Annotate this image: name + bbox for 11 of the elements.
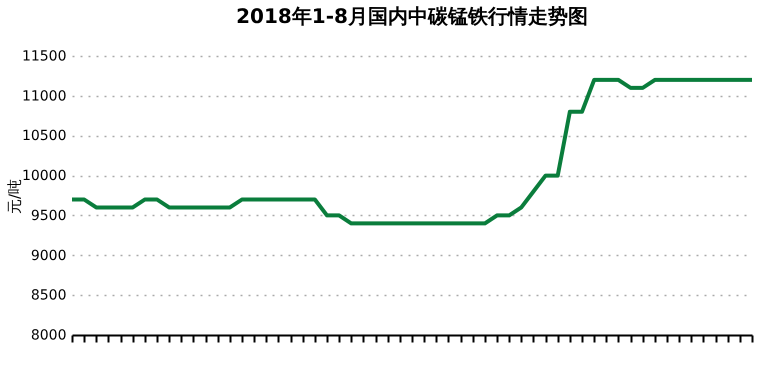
y-tick-label: 10500 xyxy=(22,128,66,144)
y-tick-label: 11000 xyxy=(22,88,66,104)
y-tick-label: 8000 xyxy=(30,328,66,344)
y-tick-label: 8500 xyxy=(30,288,66,304)
y-tick-label: 10000 xyxy=(22,168,66,184)
chart-title: 2018年1-8月国内中碳锰铁行情走势图 xyxy=(236,4,588,28)
line-series xyxy=(70,78,754,226)
y-tick-label: 9500 xyxy=(30,208,66,224)
y-tick-label: 11500 xyxy=(22,48,66,64)
y-tick-label: 9000 xyxy=(30,248,66,264)
y-axis-title: 元/吨 xyxy=(6,178,24,214)
